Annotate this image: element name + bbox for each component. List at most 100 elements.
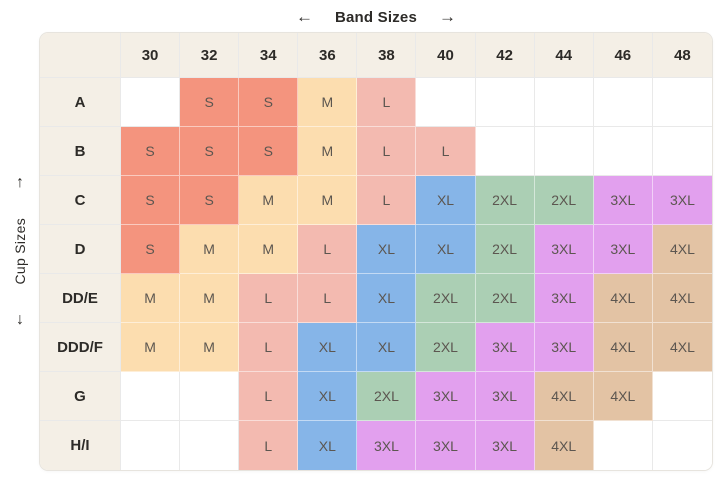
empty-cell-a-48 (652, 78, 712, 127)
empty-cell-h-i-46 (593, 421, 653, 470)
size-cell-d-48-4xl: 4XL (652, 225, 712, 274)
size-cell-dd-e-40-2xl: 2XL (416, 274, 476, 323)
size-cell-ddd-f-40-2xl: 2XL (416, 323, 476, 372)
size-cell-d-46-3xl: 3XL (593, 225, 653, 274)
size-cell-d-44-3xl: 3XL (534, 225, 594, 274)
size-cell-h-i-34-l: L (239, 421, 299, 470)
size-cell-c-42-2xl: 2XL (475, 176, 535, 225)
cup-size-header-d: D (40, 225, 121, 274)
empty-cell-a-40 (416, 78, 476, 127)
cup-size-header-h-i: H/I (40, 421, 121, 470)
empty-cell-b-42 (475, 127, 535, 176)
right-arrow-icon: → (439, 7, 457, 26)
cup-size-header-c: C (40, 176, 121, 225)
size-cell-a-36-m: M (298, 78, 358, 127)
empty-cell-h-i-30 (121, 421, 181, 470)
size-cell-d-38-xl: XL (357, 225, 417, 274)
size-cell-ddd-f-44-3xl: 3XL (534, 323, 594, 372)
size-cell-c-40-xl: XL (416, 176, 476, 225)
down-arrow-icon: ↓ (16, 310, 24, 328)
size-cell-b-40-l: L (416, 127, 476, 176)
cup-sizes-label: Cup Sizes (12, 218, 28, 285)
size-cell-a-38-l: L (357, 78, 417, 127)
band-size-header-46: 46 (593, 33, 653, 78)
cup-size-header-ddd-f: DDD/F (40, 323, 121, 372)
size-cell-b-36-m: M (298, 127, 358, 176)
size-cell-dd-e-44-3xl: 3XL (534, 274, 594, 323)
size-cell-d-32-m: M (180, 225, 240, 274)
size-cell-a-32-s: S (180, 78, 240, 127)
left-arrow-icon: ← (295, 7, 313, 26)
band-size-header-32: 32 (180, 33, 240, 78)
band-sizes-label: Band Sizes (334, 8, 418, 26)
size-cell-ddd-f-46-4xl: 4XL (593, 323, 653, 372)
size-cell-g-34-l: L (239, 372, 299, 421)
size-cell-dd-e-46-4xl: 4XL (593, 274, 653, 323)
empty-cell-h-i-32 (180, 421, 240, 470)
size-cell-g-38-2xl: 2XL (357, 372, 417, 421)
band-size-header-48: 48 (652, 33, 712, 78)
empty-cell-b-46 (593, 127, 653, 176)
empty-cell-a-42 (475, 78, 535, 127)
size-cell-ddd-f-30-m: M (121, 323, 181, 372)
band-size-header-30: 30 (121, 33, 181, 78)
size-cell-dd-e-42-2xl: 2XL (475, 274, 535, 323)
size-cell-b-32-s: S (180, 127, 240, 176)
size-cell-c-30-s: S (121, 176, 181, 225)
cup-size-header-b: B (40, 127, 121, 176)
band-size-header-42: 42 (475, 33, 535, 78)
band-size-header-38: 38 (357, 33, 417, 78)
table-row-c: C S S M M L XL 2XL 2XL 3XL 3XL (40, 176, 712, 225)
band-size-header-40: 40 (416, 33, 476, 78)
empty-cell-b-44 (534, 127, 594, 176)
size-cell-d-34-m: M (239, 225, 299, 274)
corner-cell (40, 33, 121, 78)
size-cell-dd-e-48-4xl: 4XL (652, 274, 712, 323)
size-cell-b-34-s: S (239, 127, 299, 176)
size-cell-ddd-f-42-3xl: 3XL (475, 323, 535, 372)
size-cell-dd-e-36-l: L (298, 274, 358, 323)
size-cell-dd-e-38-xl: XL (357, 274, 417, 323)
size-cell-c-36-m: M (298, 176, 358, 225)
table-row-dd-e: DD/E M M L L XL 2XL 2XL 3XL 4XL 4XL (40, 274, 712, 323)
table-row-ddd-f: DDD/F M M L XL XL 2XL 3XL 3XL 4XL 4XL (40, 323, 712, 372)
size-cell-dd-e-34-l: L (239, 274, 299, 323)
size-cell-d-40-xl: XL (416, 225, 476, 274)
size-cell-ddd-f-48-4xl: 4XL (652, 323, 712, 372)
size-cell-ddd-f-38-xl: XL (357, 323, 417, 372)
size-cell-g-44-4xl: 4XL (534, 372, 594, 421)
size-cell-g-40-3xl: 3XL (416, 372, 476, 421)
empty-cell-a-30 (121, 78, 181, 127)
size-cell-h-i-36-xl: XL (298, 421, 358, 470)
size-cell-a-34-s: S (239, 78, 299, 127)
size-cell-d-42-2xl: 2XL (475, 225, 535, 274)
cup-size-header-dd-e: DD/E (40, 274, 121, 323)
size-cell-c-34-m: M (239, 176, 299, 225)
table-row-d: D S M M L XL XL 2XL 3XL 3XL 4XL (40, 225, 712, 274)
size-cell-h-i-38-3xl: 3XL (357, 421, 417, 470)
cup-sizes-axis: ↑ Cup Sizes ↓ (4, 33, 36, 470)
size-cell-ddd-f-36-xl: XL (298, 323, 358, 372)
empty-cell-a-44 (534, 78, 594, 127)
size-cell-ddd-f-34-l: L (239, 323, 299, 372)
empty-cell-a-46 (593, 78, 653, 127)
size-cell-ddd-f-32-m: M (180, 323, 240, 372)
size-cell-c-46-3xl: 3XL (593, 176, 653, 225)
size-cell-c-44-2xl: 2XL (534, 176, 594, 225)
size-cell-c-48-3xl: 3XL (652, 176, 712, 225)
size-cell-c-38-l: L (357, 176, 417, 225)
size-cell-h-i-42-3xl: 3XL (475, 421, 535, 470)
empty-cell-g-48 (652, 372, 712, 421)
size-cell-d-36-l: L (298, 225, 358, 274)
table-row-g: G L XL 2XL 3XL 3XL 4XL 4XL (40, 372, 712, 421)
empty-cell-g-30 (121, 372, 181, 421)
size-cell-h-i-44-4xl: 4XL (534, 421, 594, 470)
size-cell-dd-e-30-m: M (121, 274, 181, 323)
up-arrow-icon: ↑ (16, 174, 24, 192)
size-cell-g-46-4xl: 4XL (593, 372, 653, 421)
cup-size-header-g: G (40, 372, 121, 421)
